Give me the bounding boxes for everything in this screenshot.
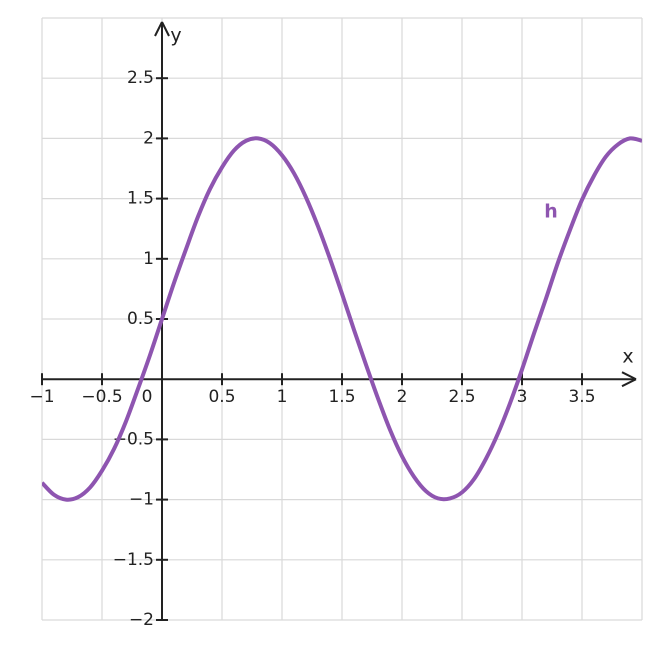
y-tick-label: 1.5 (127, 189, 154, 209)
x-tick-label: 0 (142, 387, 153, 407)
x-tick-label: −1 (29, 387, 54, 407)
x-tick-label: 1.5 (328, 387, 355, 407)
x-tick-label: 3 (517, 387, 528, 407)
y-tick-label: −2 (129, 610, 154, 630)
x-tick-label: 1 (277, 387, 288, 407)
curve-label: h (544, 201, 558, 223)
x-tick-label: 2 (397, 387, 408, 407)
y-tick-label: 2 (143, 128, 154, 148)
x-axis-label: x (622, 346, 633, 368)
y-tick-label: 0.5 (127, 309, 154, 329)
y-tick-label: −1.5 (113, 550, 154, 570)
x-tick-label: 0.5 (208, 387, 235, 407)
x-tick-label: 3.5 (568, 387, 595, 407)
x-tick-label: −0.5 (81, 387, 122, 407)
curve (42, 136, 642, 502)
y-tick-label: 2.5 (127, 68, 154, 88)
y-axis-label: y (170, 25, 181, 47)
y-tick-label: −0.5 (113, 429, 154, 449)
y-axis-arrow (154, 21, 170, 37)
x-axis-arrow (621, 371, 637, 388)
y-tick-label: −1 (129, 490, 154, 510)
y-tick-label: 1 (143, 249, 154, 269)
x-tick-label: 2.5 (448, 387, 475, 407)
